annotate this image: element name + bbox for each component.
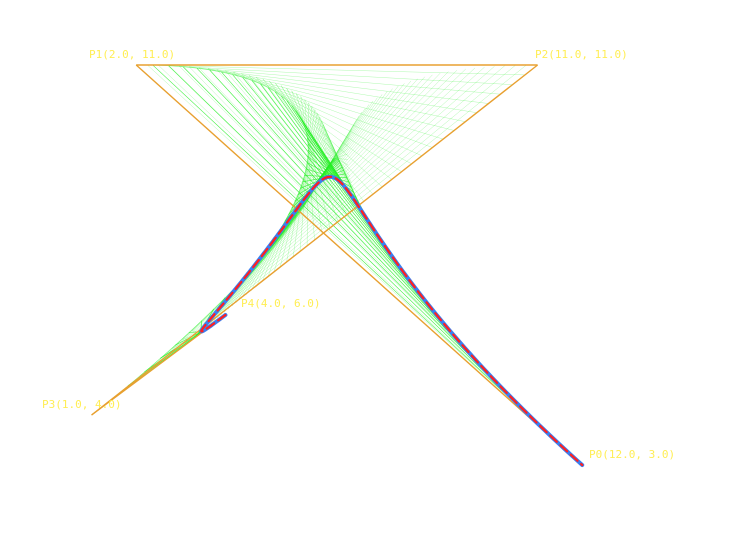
label-p1: P1(2.0, 11.0) (89, 48, 175, 61)
construction-line (322, 148, 348, 169)
construction-line (104, 64, 527, 406)
construction-line (325, 138, 352, 183)
label-p4: P4(4.0, 6.0) (241, 297, 320, 310)
construction-line (296, 93, 331, 229)
construction-line (150, 66, 485, 367)
construction-line (250, 138, 327, 292)
construction-line (116, 65, 516, 396)
construction-line (306, 102, 309, 247)
construction-line (248, 75, 402, 172)
construction-line (319, 116, 365, 217)
construction-line (189, 66, 477, 113)
construction-lines (91, 64, 583, 466)
construction-line (320, 143, 349, 174)
construction-line (245, 142, 327, 296)
control-polygon-edge (135, 64, 583, 466)
construction-line (225, 70, 433, 148)
construction-line (147, 64, 570, 454)
construction-line (147, 64, 525, 76)
construction-line (326, 142, 351, 177)
construction-line (324, 129, 356, 196)
construction-line (321, 120, 362, 210)
construction-line (326, 147, 350, 171)
bezier-curve-main (199, 174, 585, 467)
construction-line (240, 147, 327, 299)
bezier-curve-overlay (200, 175, 584, 467)
construction-line (325, 133, 354, 190)
construction-line (216, 69, 444, 140)
bezier-curve (199, 174, 585, 467)
construction-line (241, 73, 412, 165)
construction-line (128, 65, 505, 386)
construction-line (233, 71, 423, 156)
construction-line (325, 152, 349, 166)
label-p2: P2(11.0, 11.0) (535, 48, 628, 61)
construction-line (299, 106, 313, 253)
construction-line (291, 90, 339, 222)
construction-line (152, 64, 564, 449)
construction-line (161, 328, 207, 358)
label-p0: P0(12.0, 3.0) (589, 448, 675, 461)
construction-line (207, 68, 455, 131)
construction-line (318, 138, 350, 180)
construction-line (161, 67, 476, 358)
construction-line (275, 83, 365, 202)
construction-line (172, 68, 466, 349)
control-polygon-edge (91, 64, 539, 416)
construction-line (182, 70, 458, 340)
construction-line (198, 67, 466, 122)
construction-line (269, 80, 374, 195)
construction-line (158, 65, 513, 85)
construction-line (323, 124, 359, 203)
construction-line (262, 78, 383, 188)
construction-line (158, 65, 558, 443)
construction-line (304, 99, 315, 241)
point-labels: P0(12.0, 3.0) P1(2.0, 11.0) P2(11.0, 11.… (42, 48, 675, 461)
construction-line (139, 66, 495, 377)
construction-line (198, 322, 202, 335)
construction-line (324, 157, 348, 160)
construction-line (169, 65, 501, 95)
label-p3: P3(1.0, 4.0) (42, 398, 121, 411)
construction-line (255, 76, 393, 180)
control-polygon (91, 64, 583, 466)
construction-line (179, 65, 489, 104)
construction-line (286, 88, 347, 216)
